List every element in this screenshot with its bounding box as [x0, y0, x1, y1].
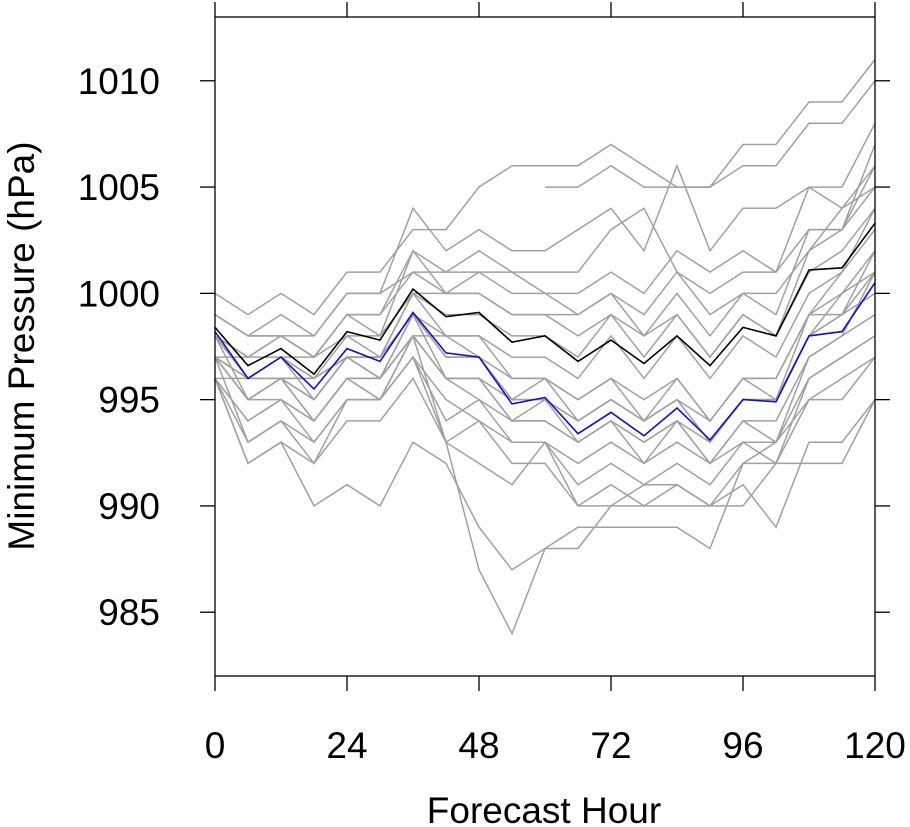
axis-layer: [214, 16, 876, 677]
y-tick-label: 995: [98, 380, 160, 421]
series-line-gray-11: [214, 165, 876, 359]
series-line-gray-23: [214, 333, 876, 636]
x-axis-label: Forecast Hour: [427, 790, 661, 827]
y-tick-label: 1005: [78, 167, 160, 208]
x-tick-label: 96: [722, 725, 763, 766]
series-line-blue-1: [214, 282, 876, 442]
y-tick-label: 990: [98, 486, 160, 527]
series-line-black-0: [214, 222, 876, 376]
series-line-gray-3: [545, 80, 876, 188]
series-line-gray-21: [214, 377, 876, 529]
x-tick-label: 120: [844, 725, 906, 766]
x-tick-label: 48: [458, 725, 499, 766]
y-tick-label: 1010: [78, 61, 160, 102]
series-line-gray-18: [214, 271, 876, 465]
series-line-gray-2: [214, 59, 876, 316]
y-tick-label: 985: [98, 592, 160, 633]
series-line-gray-8: [214, 186, 876, 358]
y-tick-label: 1000: [78, 273, 160, 314]
y-axis-label: Minimum Pressure (hPa): [1, 141, 42, 550]
series-layer: [214, 59, 876, 636]
series-line-gray-25: [214, 271, 876, 422]
tick-labels-layer: 0 24 48 72 96 120 985 990 995 1000 1005 1010: [78, 61, 906, 766]
x-tick-label: 72: [590, 725, 631, 766]
plot-frame: [214, 16, 876, 677]
ticks-layer: [200, 2, 890, 691]
x-tick-label: 0: [205, 725, 226, 766]
series-line-gray-20: [214, 355, 876, 507]
x-tick-label: 24: [326, 725, 367, 766]
